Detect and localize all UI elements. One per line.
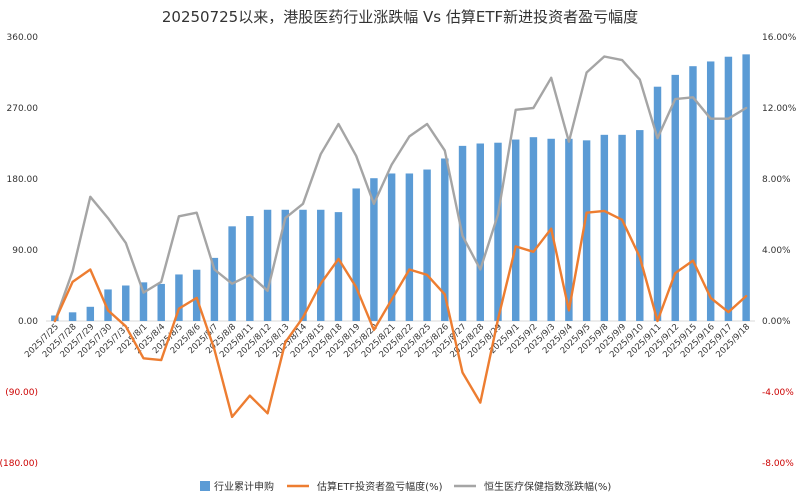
right-axis-tick-label: 4.00% — [762, 246, 791, 256]
bar — [352, 188, 360, 321]
bar — [565, 138, 573, 321]
lines-layer — [53, 55, 748, 419]
bar — [706, 61, 715, 321]
right-axis-tick-label: -8.00% — [762, 459, 794, 469]
bar — [122, 285, 130, 321]
bar — [86, 306, 95, 321]
bar — [671, 74, 679, 321]
watermark-text: 雪球：汤诗浩 — [632, 470, 746, 492]
left-axis-tick-label: (90.00) — [5, 388, 38, 398]
right-axis-tick-label: -4.00% — [762, 388, 794, 398]
legend-label: 行业累计申购 — [214, 480, 274, 493]
right-axis-tick-label: 8.00% — [762, 175, 791, 185]
left-axis-tick-label: 180.00 — [7, 175, 39, 185]
right-axis-tick-label: 12.00% — [762, 104, 797, 114]
right-axis-tick-label: 16.00% — [762, 33, 797, 43]
left-axis-tick-label: (180.00) — [0, 459, 38, 469]
left-axis-tick-label: 270.00 — [7, 104, 39, 114]
bar — [582, 140, 591, 321]
bar — [494, 142, 502, 321]
bar — [139, 282, 148, 321]
right-axis-tick-label: 0.00% — [762, 317, 791, 327]
bar — [441, 158, 449, 321]
bar — [317, 209, 325, 321]
bar — [192, 269, 201, 321]
bar — [175, 274, 183, 321]
bar — [370, 178, 378, 321]
bar — [387, 173, 396, 321]
legend-label: 恒生医疗保健指数涨跌幅(%) — [484, 480, 611, 493]
bar — [600, 134, 609, 321]
bar — [210, 257, 219, 321]
bar — [104, 289, 112, 321]
bar — [334, 212, 343, 321]
watermark-logo: ❄ — [608, 470, 624, 492]
bar — [228, 226, 236, 321]
left-axis-tick-label: 0.00 — [18, 317, 38, 327]
bar — [246, 216, 254, 321]
watermark: ❄ 雪球：汤诗浩 — [608, 470, 746, 492]
bar — [742, 54, 750, 321]
bar — [281, 209, 290, 321]
bar — [636, 130, 644, 321]
left-axis-tick-label: 90.00 — [12, 246, 38, 256]
bar — [157, 283, 165, 321]
bar — [405, 173, 414, 321]
bar — [68, 312, 77, 321]
series-line — [53, 55, 748, 323]
series-line — [53, 209, 748, 419]
legend: 行业累计申购 估算ETF投资者盈亏幅度(%) 恒生医疗保健指数涨跌幅(%) — [200, 480, 611, 493]
bar — [653, 86, 662, 321]
bar — [618, 134, 626, 321]
bar — [423, 169, 431, 321]
bar — [529, 137, 538, 321]
bar — [263, 209, 272, 321]
legend-label: 估算ETF投资者盈亏幅度(%) — [317, 480, 443, 493]
chart-title: 20250725以来，港股医药行业涨跌幅 Vs 估算ETF新进投资者盈亏幅度 — [162, 8, 638, 26]
bar — [689, 66, 697, 321]
bar — [299, 209, 307, 321]
bar — [724, 56, 733, 321]
bars-layer — [51, 54, 750, 321]
left-axis-tick-label: 360.00 — [7, 33, 39, 43]
legend-swatch — [200, 481, 210, 491]
bar — [476, 143, 484, 321]
bar — [511, 139, 520, 321]
